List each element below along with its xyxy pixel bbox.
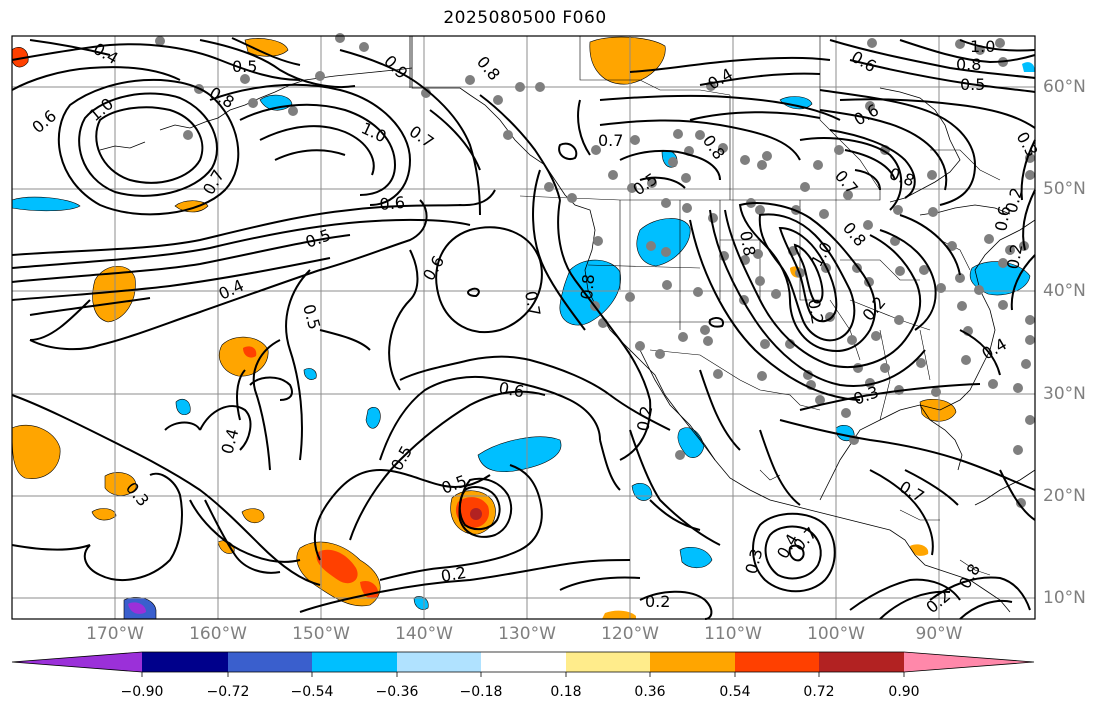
contour-label: 0.8 bbox=[577, 273, 598, 300]
contour-label: 0.5 bbox=[960, 75, 985, 94]
colorbar-segment bbox=[142, 652, 228, 672]
colorbar-under-triangle bbox=[12, 652, 142, 672]
colorbar-tick-label: 0.18 bbox=[550, 684, 582, 700]
contour-label: 0.6 bbox=[991, 204, 1014, 232]
colorbar-segment bbox=[566, 652, 650, 672]
strong-positive-anomaly-blob bbox=[316, 549, 358, 584]
latitude-label: 20°N bbox=[1043, 486, 1086, 506]
latitude-label: 60°N bbox=[1043, 77, 1086, 97]
colorbar-segment bbox=[397, 652, 481, 672]
latitude-label: 30°N bbox=[1043, 384, 1086, 404]
longitude-label: 110°W bbox=[704, 624, 762, 644]
contour-label: 0.5 bbox=[232, 57, 257, 76]
colorbar-segment bbox=[312, 652, 397, 672]
colorbar-tick-label: 0.72 bbox=[803, 684, 835, 700]
contour-label: 0.2 bbox=[633, 404, 656, 432]
longitude-label: 160°W bbox=[189, 624, 247, 644]
colorbar-over-triangle bbox=[904, 652, 1034, 672]
map-title: 2025080500 F060 bbox=[443, 8, 607, 28]
latitude-label: 50°N bbox=[1043, 179, 1086, 199]
colorbar-tick-label: −0.54 bbox=[290, 684, 334, 700]
contour-label: 0.7 bbox=[521, 289, 544, 317]
map-area bbox=[12, 36, 1035, 619]
longitude-label: 140°W bbox=[395, 624, 453, 644]
negative-anomaly-blob bbox=[679, 547, 713, 569]
longitude-label: 120°W bbox=[601, 624, 659, 644]
colorbar-tick-label: 0.54 bbox=[719, 684, 751, 700]
longitude-label: 100°W bbox=[807, 624, 865, 644]
contour-label: 0.6 bbox=[379, 193, 406, 214]
negative-anomaly-blob bbox=[636, 218, 691, 267]
positive-anomaly-blob bbox=[91, 508, 117, 521]
positive-anomaly-blob bbox=[11, 424, 61, 479]
negative-anomaly-blob bbox=[1022, 62, 1035, 72]
colorbar-tick-label: −0.36 bbox=[375, 684, 419, 700]
colorbar-segment bbox=[228, 652, 312, 672]
latitude-label: 40°N bbox=[1043, 281, 1086, 301]
longitude-label: 170°W bbox=[86, 624, 144, 644]
longitude-label: 150°W bbox=[292, 624, 350, 644]
contour-label: 0.2 bbox=[1003, 242, 1026, 270]
negative-anomaly-blob bbox=[11, 196, 81, 212]
longitude-label: 90°W bbox=[915, 624, 963, 644]
negative-anomaly-blob bbox=[128, 602, 146, 614]
colorbar-tick-label: −0.90 bbox=[120, 684, 164, 700]
negative-anomaly-blob bbox=[779, 96, 813, 110]
positive-anomaly-blob bbox=[919, 399, 957, 422]
negative-anomaly-blob bbox=[365, 407, 381, 429]
colorbar-tick-label: 0.90 bbox=[888, 684, 920, 700]
contour-label: 0.6 bbox=[497, 378, 525, 401]
strong-positive-anomaly-core bbox=[470, 508, 482, 520]
colorbar-segment bbox=[481, 652, 566, 672]
contour-label: 0.8 bbox=[736, 229, 759, 257]
strong-positive-anomaly-blob bbox=[243, 346, 257, 358]
contour-label: 0.8 bbox=[956, 55, 981, 74]
positive-anomaly-blob bbox=[910, 544, 929, 556]
negative-anomaly-band bbox=[477, 436, 562, 473]
colorbar-tick-label: −0.18 bbox=[459, 684, 503, 700]
positive-anomaly-blob bbox=[241, 508, 265, 524]
positive-anomaly-blob bbox=[602, 610, 636, 619]
negative-anomaly-blob bbox=[175, 399, 191, 415]
latitude-label: 10°N bbox=[1043, 588, 1086, 608]
contour-label: 0.7 bbox=[598, 131, 623, 150]
colorbar-segment bbox=[819, 652, 904, 672]
contour-label: 0.2 bbox=[804, 297, 827, 325]
colorbar-tick-label: 0.36 bbox=[634, 684, 666, 700]
contour-lines bbox=[11, 37, 1036, 620]
positive-anomaly-blob bbox=[244, 38, 289, 57]
contour-label: 0.2 bbox=[439, 563, 467, 586]
negative-anomaly-blob bbox=[559, 259, 621, 326]
longitude-label: 130°W bbox=[498, 624, 556, 644]
contour-label: 0.2 bbox=[645, 592, 670, 611]
station-markers bbox=[155, 33, 1035, 508]
coastlines bbox=[99, 36, 1036, 613]
contour-label: 1.0 bbox=[970, 37, 995, 56]
colorbar-segment bbox=[650, 652, 735, 672]
colorbar-tick-label: −0.72 bbox=[206, 684, 250, 700]
negative-anomaly-blob bbox=[303, 368, 317, 380]
colorbar bbox=[11, 651, 1035, 677]
negative-anomaly-blob bbox=[413, 596, 429, 610]
positive-anomaly-blob bbox=[104, 472, 137, 496]
positive-anomaly-blob bbox=[11, 47, 29, 68]
map-frame bbox=[11, 35, 1036, 620]
colorbar-segment bbox=[735, 652, 819, 672]
